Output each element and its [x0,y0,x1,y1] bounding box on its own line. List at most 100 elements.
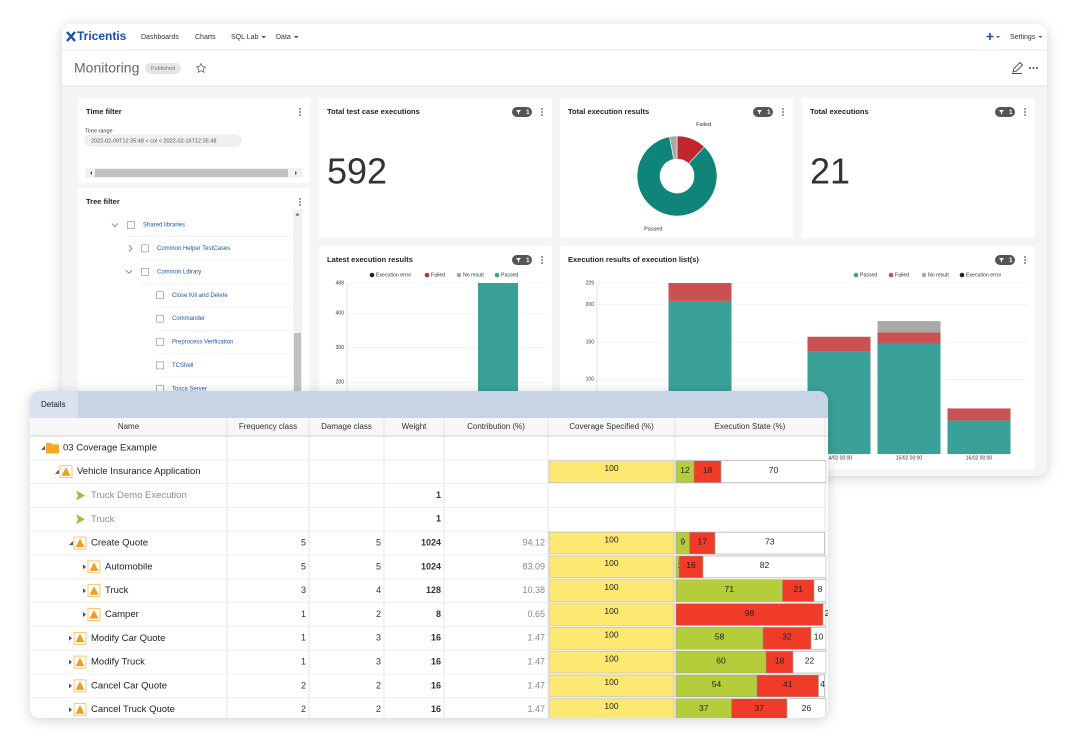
brand[interactable]: Tricentis [77,29,127,43]
checkbox[interactable] [141,244,149,253]
x-tick-label: 15/02 00:00 [896,455,923,461]
cell-damage: 3 [376,633,381,643]
edit-icon[interactable] [1012,61,1024,74]
tree-item[interactable]: TCShell [172,363,193,369]
row-name[interactable]: 03 Coverage Example [63,442,157,453]
filter-badge[interactable] [512,255,532,265]
legend-label[interactable]: Passed [860,273,877,279]
row-name[interactable]: Truck [105,585,129,596]
collapse-arrow[interactable] [69,659,72,665]
checkbox[interactable] [156,361,164,370]
menu-dot [782,114,784,116]
menu-dot [1024,256,1026,258]
nav-item[interactable]: Dashboards [141,34,179,41]
menu-dot [541,262,543,264]
expand-arrow[interactable] [69,541,73,546]
coverage-value: 100 [604,677,618,687]
column-header[interactable]: Contribution (%) [467,422,525,431]
tree-item[interactable]: Commander [172,316,205,322]
collapse-chevron[interactable] [128,245,133,252]
cell-frequency: 2 [301,704,306,714]
legend-dot [853,272,859,278]
requirement-icon [89,610,99,619]
checkbox[interactable] [156,338,164,346]
execution-icon [76,514,85,525]
collapse-arrow[interactable] [69,707,72,713]
bar-segment [877,343,941,454]
settings[interactable]: Settings [1010,34,1036,41]
cell-damage: 2 [376,680,381,690]
favorite-star[interactable] [195,62,207,74]
coverage-value: 100 [604,606,618,616]
legend-label[interactable]: Failed [895,273,909,279]
tree-item[interactable]: Common Helper TestCases [157,246,230,252]
tree-item[interactable]: Tosca Server [172,386,207,392]
legend-label[interactable]: Execution error [376,273,411,279]
checkbox[interactable] [127,221,135,229]
collapse-arrow[interactable] [83,612,86,617]
row-name[interactable]: Cancel Car Quote [91,680,167,691]
nav-item[interactable]: Data [276,34,291,41]
filter-count: 1 [526,257,530,264]
row-name[interactable]: Cancel Truck Quote [91,704,175,715]
card-title: Total executions [810,107,869,116]
column-header[interactable]: Name [118,422,140,431]
expand-arrow[interactable] [55,469,59,474]
checkbox[interactable] [141,267,149,276]
add-icon[interactable] [986,33,994,40]
legend-label[interactable]: Failed [431,273,445,279]
requirement-icon [75,657,85,667]
collapse-arrow[interactable] [69,635,72,641]
caret [1038,36,1043,38]
tree-item[interactable]: Common Library [157,269,201,275]
row-name[interactable]: Truck Demo Execution [91,490,187,501]
row-name[interactable]: Camper [105,609,139,620]
expand-chevron[interactable] [125,270,133,274]
legend-label[interactable]: No result [463,273,484,279]
row-name[interactable]: Create Quote [91,538,148,549]
row-name[interactable]: Truck [91,514,115,525]
bar-segment [807,336,871,352]
nav-item[interactable]: Charts [195,34,216,41]
collapse-arrow[interactable] [69,683,72,689]
tree-item[interactable]: Shared libraries [143,223,185,229]
expand-chevron[interactable] [111,223,119,228]
row-name[interactable]: Vehicle Insurance Application [77,466,201,477]
collapse-arrow[interactable] [83,564,86,570]
checkbox[interactable] [156,314,164,323]
nav-item[interactable]: SQL Lab [231,34,258,41]
menu-dot [1024,259,1026,261]
row-name[interactable]: Modify Car Quote [91,633,165,644]
column-header[interactable]: Execution State (%) [715,422,786,431]
requirement-icon [75,538,85,548]
tree-item[interactable]: Preprocess Verification [172,340,233,346]
column-header[interactable]: Damage class [321,422,372,431]
expand-arrow[interactable] [41,445,45,450]
cell-weight: 1024 [421,561,441,571]
column-header[interactable]: Weight [402,422,428,431]
filter-badge[interactable] [512,107,532,117]
row-name[interactable]: Automobile [105,561,153,572]
legend-label[interactable]: Passed [501,273,518,279]
legend-label[interactable]: Execution error [966,273,1001,279]
cell-frequency: 1 [301,633,306,643]
checkbox[interactable] [156,291,164,300]
filter-badge[interactable] [995,255,1015,265]
requirement-icon [89,586,99,595]
y-tick-label: 200 [336,379,345,385]
column-header[interactable]: Coverage Specified (%) [569,422,654,431]
collapse-arrow[interactable] [83,588,86,594]
row-name[interactable]: Modify Truck [91,657,145,668]
cell-weight: 128 [426,585,441,595]
execution-value: 17 [698,536,708,546]
tab[interactable] [30,391,78,418]
column-header[interactable]: Frequency class [239,422,297,431]
filter-badge[interactable] [995,107,1015,117]
filter-badge[interactable] [753,107,773,117]
legend-label[interactable]: No result [928,273,949,279]
cell-frequency: 1 [301,656,306,666]
tab-label[interactable]: Details [41,400,65,409]
field-label: Time range [85,128,113,134]
tree-item[interactable]: Close Kill and Delete [172,293,228,299]
